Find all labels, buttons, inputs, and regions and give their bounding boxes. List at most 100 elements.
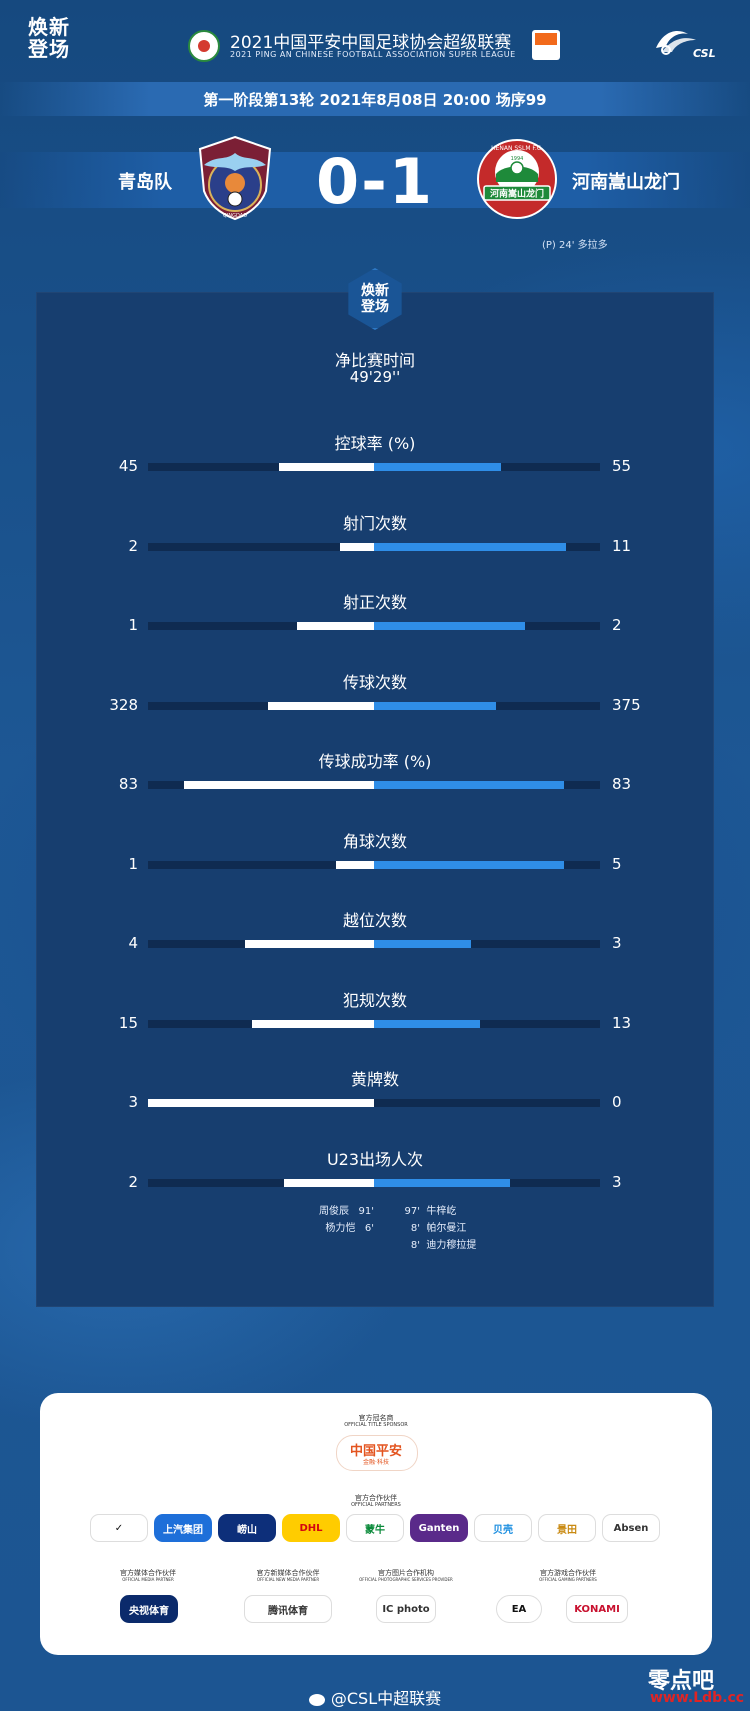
stat-bar-away bbox=[374, 622, 525, 630]
player-name: 牛梓屹 bbox=[426, 1206, 457, 1217]
away-crest-year: 1994 bbox=[511, 156, 524, 162]
media-partner-logo: 央视体育 bbox=[120, 1595, 178, 1623]
stat-home-value: 1 bbox=[128, 616, 138, 634]
gaming-caption-en: OFFICIAL GAMING PARTNERS bbox=[539, 1577, 597, 1582]
stat-home-value: 2 bbox=[128, 536, 138, 555]
stat-home-value: 328 bbox=[109, 695, 138, 714]
home-u23-list: 周俊辰 91' 杨力恺 6' bbox=[280, 1203, 374, 1237]
stat-away-value: 55 bbox=[612, 457, 632, 475]
stat-bar-track bbox=[148, 622, 600, 630]
panel-badge bbox=[348, 268, 402, 330]
partners-caption-en: OFFICIAL PARTNERS bbox=[351, 1502, 401, 1508]
weibo-handle-text: @CSL中超联赛 bbox=[330, 1689, 442, 1708]
stat-label: 传球成功率 (%) bbox=[318, 752, 432, 771]
stat-bar-home bbox=[252, 1019, 374, 1028]
player-minute: 8' bbox=[410, 1223, 420, 1234]
stat-bar-track bbox=[148, 701, 600, 710]
away-crest-name: 河南嵩山龙门 bbox=[490, 188, 544, 200]
weibo-icon bbox=[308, 1693, 325, 1706]
photo-caption-en: OFFICIAL PHOTOGRAPHIC SERVICES PROVIDER bbox=[359, 1577, 453, 1582]
player-minute: 6' bbox=[364, 1223, 374, 1234]
home-u23-item: 周俊辰 91' bbox=[280, 1203, 374, 1220]
stat-label: 射门次数 bbox=[342, 513, 407, 533]
konami-logo: KONAMI bbox=[566, 1595, 628, 1623]
stat-bar-track bbox=[148, 542, 600, 551]
stat-home-value: 83 bbox=[118, 775, 138, 793]
away-crest-club: HENAN SSLM F.C. bbox=[491, 145, 543, 152]
stats-panel bbox=[36, 292, 714, 1307]
stat-row: 控球率 (%) 45 55 bbox=[0, 430, 750, 500]
stat-bar-away bbox=[374, 1019, 480, 1028]
panel-badge-text: 焕新登场 bbox=[361, 283, 389, 315]
stat-bar-away bbox=[374, 1178, 510, 1187]
stat-bar-track bbox=[148, 1178, 600, 1187]
stat-bar-home bbox=[297, 622, 374, 630]
home-crest-text: QINGDAO bbox=[223, 213, 247, 219]
stat-bar-home bbox=[284, 1178, 374, 1187]
net-time-value: 49'29'' bbox=[349, 368, 401, 386]
player-name: 迪力穆拉提 bbox=[426, 1240, 477, 1251]
stat-away-value: 5 bbox=[612, 854, 622, 873]
score: 0-1 bbox=[315, 145, 434, 218]
stat-row: 射门次数 2 11 bbox=[0, 510, 750, 580]
stat-bar-away bbox=[374, 940, 471, 948]
stat-away-value: 11 bbox=[612, 536, 632, 555]
stat-away-value: 3 bbox=[612, 934, 622, 952]
stat-bar-home bbox=[268, 701, 374, 710]
home-team-name: 青岛队 bbox=[118, 172, 172, 193]
ea-logo: EA bbox=[496, 1595, 542, 1623]
header: 焕新登场 2021中国平安中国足球协会超级联赛 2021 PING AN CHI… bbox=[0, 0, 750, 70]
ping-an-badge-icon bbox=[532, 30, 560, 60]
stat-away-value: 83 bbox=[612, 775, 632, 793]
stat-row: 射正次数 1 2 bbox=[0, 589, 750, 659]
stat-row: 传球次数 328 375 bbox=[0, 669, 750, 739]
newmedia-caption: 官方新媒体合作伙伴 bbox=[256, 1569, 320, 1577]
title-sponsor-sub: 金融·科技 bbox=[363, 1459, 389, 1466]
stat-bar-track bbox=[148, 860, 600, 869]
stat-label: 越位次数 bbox=[342, 911, 407, 930]
photo-partner-logo: IC photo bbox=[376, 1595, 436, 1623]
stat-away-value: 3 bbox=[612, 1172, 622, 1191]
brand-logo: 焕新登场 bbox=[28, 16, 80, 62]
stat-home-value: 1 bbox=[128, 854, 138, 873]
round-bar bbox=[0, 82, 750, 116]
partner-logo: Ganten bbox=[410, 1514, 468, 1542]
partner-logo: 景田 bbox=[538, 1514, 596, 1542]
stat-bar-home bbox=[148, 1099, 374, 1107]
stat-bar-away bbox=[374, 860, 564, 869]
away-u23-item: 97' 牛梓屹 bbox=[402, 1203, 476, 1220]
partner-logo: ✓ bbox=[90, 1514, 148, 1542]
stat-bar-home bbox=[336, 860, 374, 869]
stat-row: 犯规次数 15 13 bbox=[0, 987, 750, 1057]
stat-label: 犯规次数 bbox=[342, 990, 407, 1010]
partner-logo: 崂山 bbox=[218, 1514, 276, 1542]
stat-bar-track bbox=[148, 463, 600, 471]
stat-home-value: 15 bbox=[118, 1013, 138, 1032]
newmedia-partner-logo: 腾讯体育 bbox=[244, 1595, 332, 1623]
stat-bar-home bbox=[245, 940, 374, 948]
partner-logo: 上汽集团 bbox=[154, 1514, 212, 1542]
stat-home-value: 2 bbox=[128, 1172, 138, 1191]
stat-bar-track bbox=[148, 1099, 600, 1107]
stat-bar-track bbox=[148, 781, 600, 789]
title-sponsor-caption: 官方冠名商 bbox=[358, 1414, 394, 1422]
partners-caption: 官方合作伙伴 bbox=[355, 1494, 397, 1502]
stat-label: 控球率 (%) bbox=[334, 434, 416, 453]
away-u23-item: 8' 帕尔曼江 bbox=[402, 1220, 476, 1237]
stat-bar-track bbox=[148, 940, 600, 948]
title-sponsor-name: 中国平安 bbox=[349, 1444, 402, 1459]
player-name: 帕尔曼江 bbox=[426, 1223, 467, 1234]
stat-bar-home bbox=[184, 781, 374, 789]
stat-label: 射正次数 bbox=[342, 593, 407, 612]
stat-away-value: 0 bbox=[612, 1093, 622, 1111]
media-caption: 官方媒体合作伙伴 bbox=[120, 1569, 176, 1577]
stat-label: U23出场人次 bbox=[326, 1149, 424, 1169]
partner-logo: 贝壳 bbox=[474, 1514, 532, 1542]
stat-bar-home bbox=[340, 542, 374, 551]
media-caption-en: OFFICIAL MEDIA PARTNER bbox=[122, 1577, 174, 1582]
stat-bar-away bbox=[374, 781, 564, 789]
stat-row: 黄牌数 3 0 bbox=[0, 1066, 750, 1136]
round-info: 第一阶段第13轮 2021年8月08日 20:00 场序99 bbox=[203, 91, 547, 109]
home-u23-item: 杨力恺 6' bbox=[280, 1220, 374, 1237]
league-subtitle: 2021 PING AN CHINESE FOOTBALL ASSOCIATIO… bbox=[230, 50, 516, 59]
